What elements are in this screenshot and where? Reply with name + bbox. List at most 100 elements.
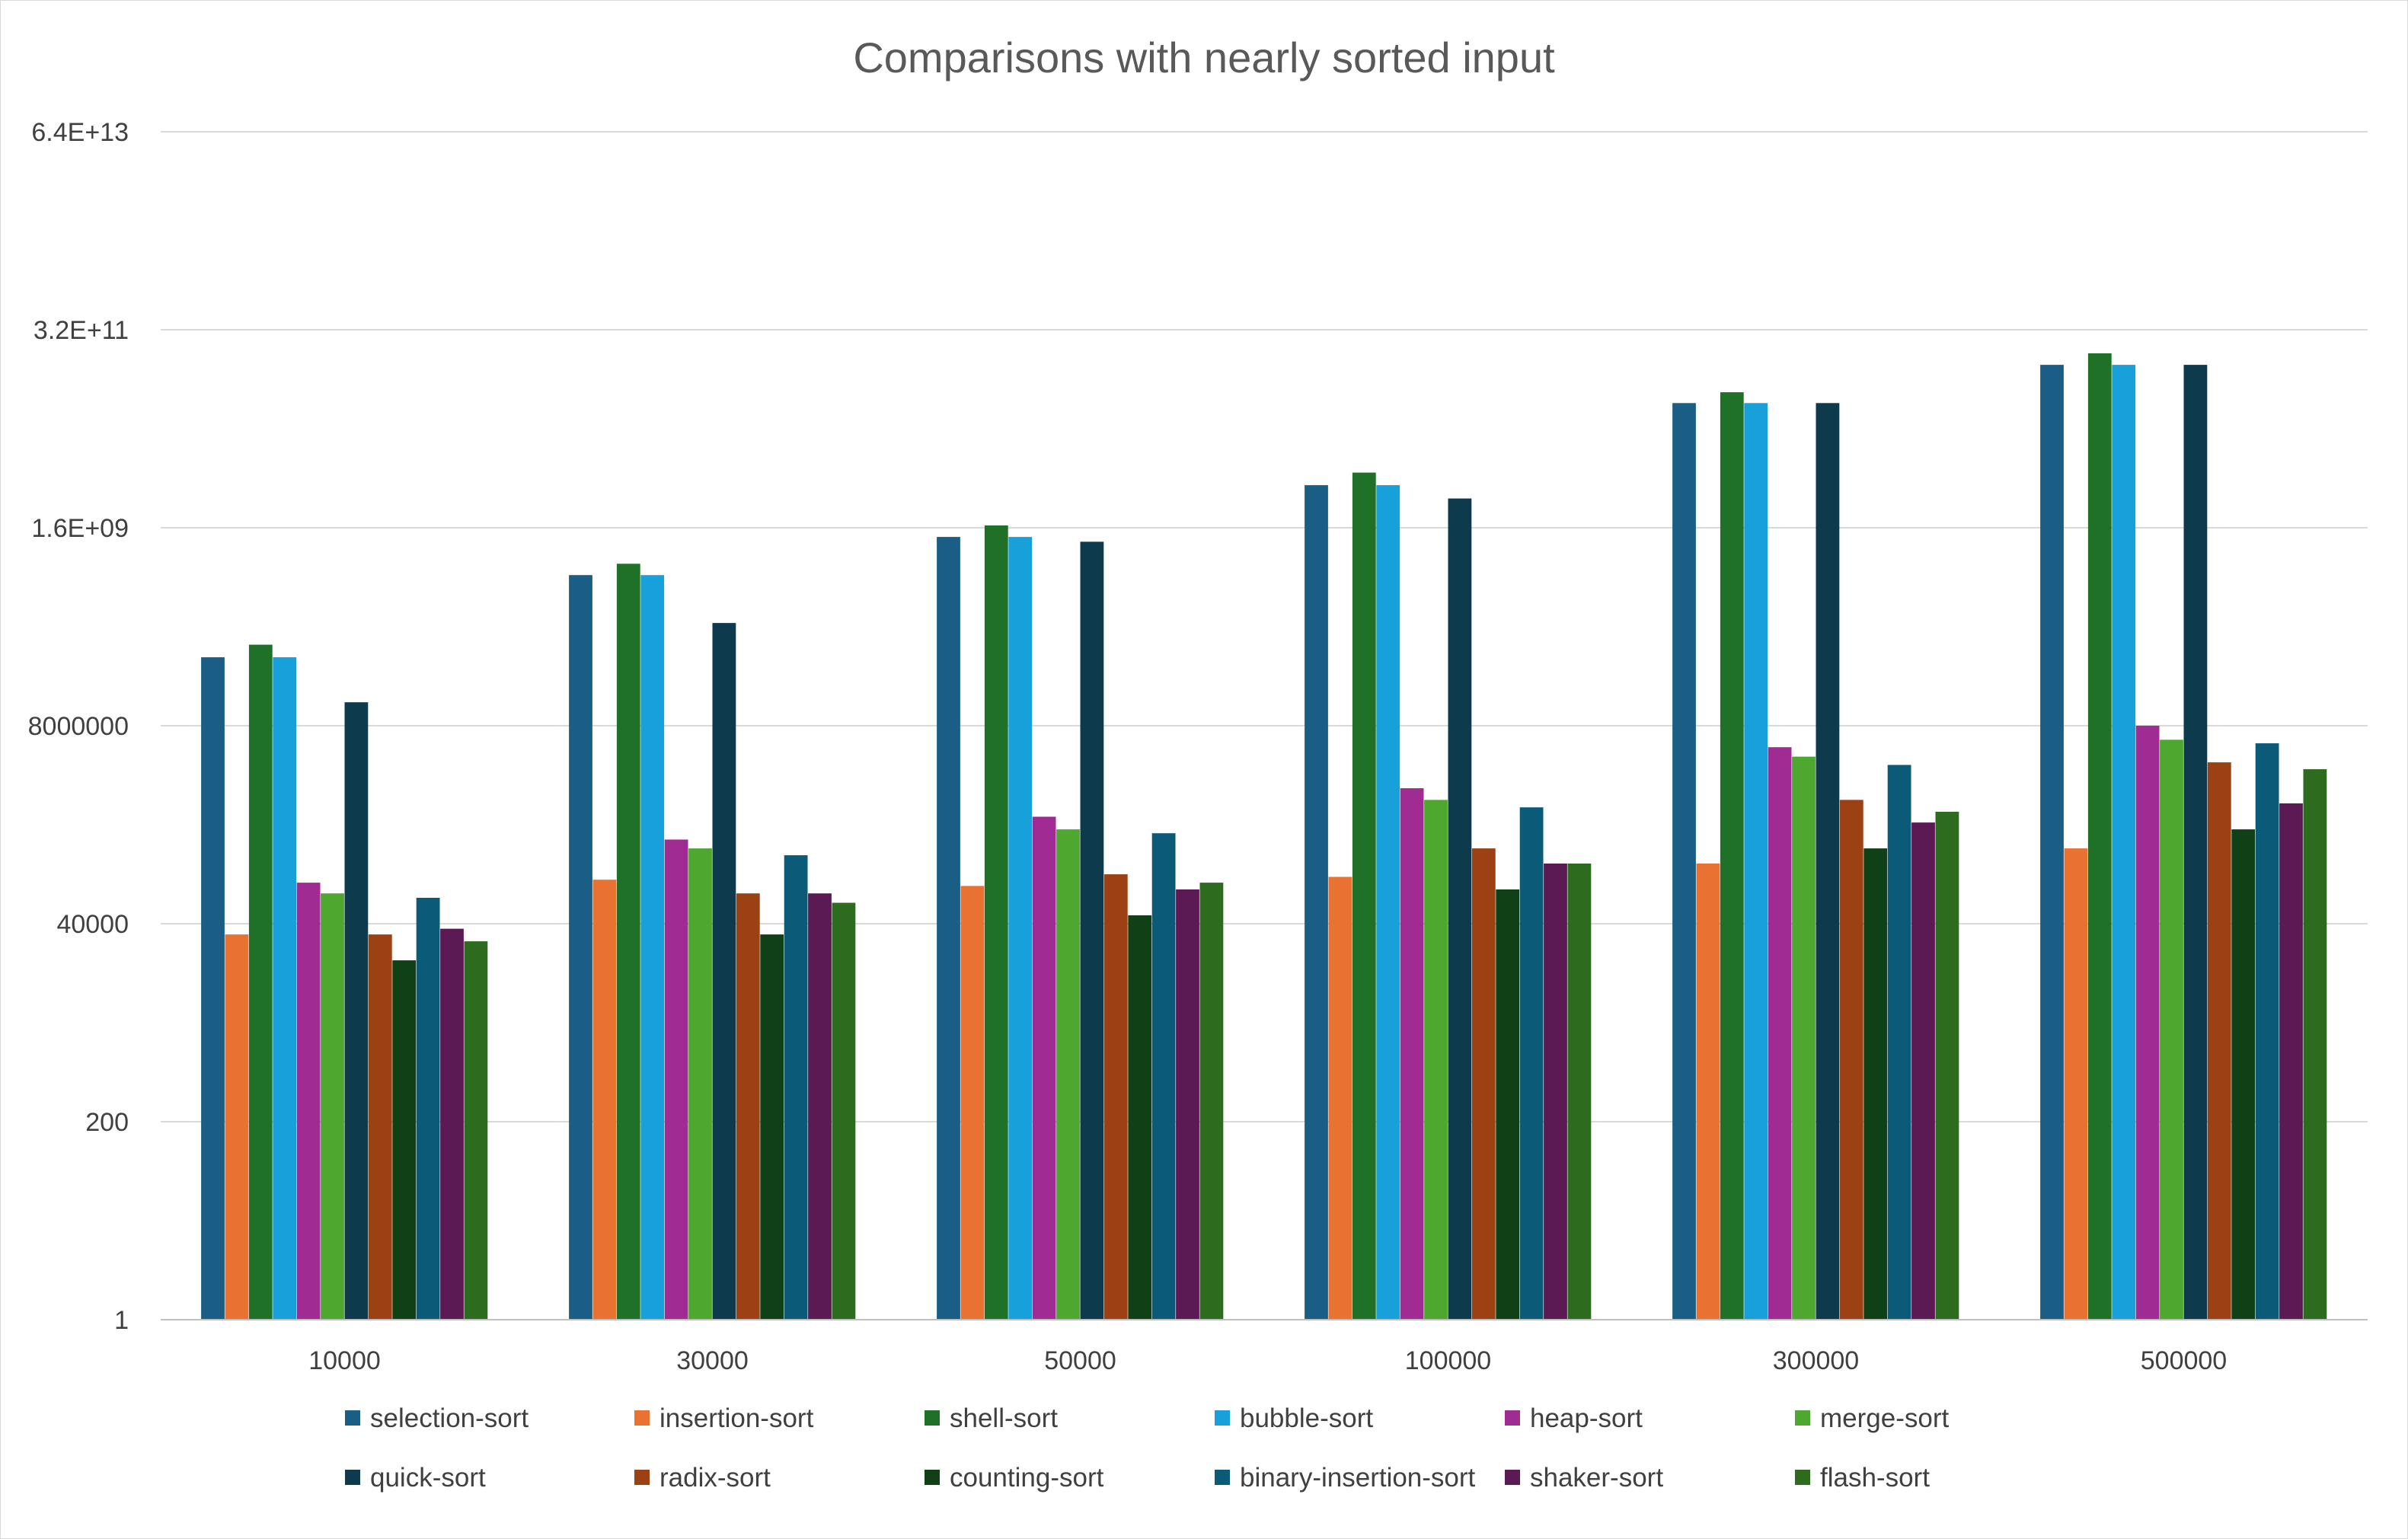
bar-radix-sort-10000 — [368, 934, 392, 1320]
chart-title: Comparisons with nearly sorted input — [853, 34, 1555, 81]
bar-bubble-sort-50000 — [1008, 537, 1033, 1320]
y-tick-label: 8000000 — [28, 712, 129, 741]
bar-heap-sort-500000 — [2135, 726, 2160, 1320]
y-axis-tick-labels: 1 200 40000 8000000 1.6E+09 3.2E+11 6.4E+13 — [28, 118, 129, 1335]
bar-bubble-sort-500000 — [2112, 365, 2136, 1320]
legend-swatch — [345, 1470, 360, 1485]
legend-label: merge-sort — [1820, 1403, 1949, 1433]
bar-selection-sort-50000 — [937, 537, 960, 1320]
legend-item-insertion-sort: insertion-sort — [634, 1403, 814, 1433]
y-tick-label: 1 — [114, 1306, 129, 1335]
legend-item-counting-sort: counting-sort — [925, 1463, 1104, 1493]
bar-shell-sort-500000 — [2087, 353, 2112, 1320]
legend-label: insertion-sort — [659, 1403, 814, 1433]
bar-merge-sort-500000 — [2160, 739, 2183, 1320]
legend-item-binary-insertion-sort: binary-insertion-sort — [1215, 1463, 1476, 1493]
legend-swatch — [925, 1470, 940, 1485]
legend-swatch — [1505, 1410, 1520, 1426]
bar-binary-insertion-sort-30000 — [784, 855, 808, 1320]
bar-insertion-sort-500000 — [2064, 848, 2088, 1320]
bar-radix-sort-100000 — [1471, 848, 1496, 1320]
bar-insertion-sort-30000 — [592, 880, 617, 1320]
legend-label: flash-sort — [1820, 1463, 1930, 1493]
bar-shaker-sort-50000 — [1176, 889, 1199, 1320]
bar-merge-sort-50000 — [1056, 829, 1080, 1320]
legend-item-radix-sort: radix-sort — [634, 1463, 771, 1493]
bar-selection-sort-100000 — [1305, 485, 1328, 1320]
legend-label: bubble-sort — [1240, 1403, 1373, 1433]
bar-selection-sort-10000 — [201, 657, 225, 1320]
bar-flash-sort-500000 — [2303, 769, 2327, 1320]
bar-quick-sort-500000 — [2183, 365, 2208, 1320]
x-axis-tick-labels: 10000 30000 50000 100000 300000 500000 — [308, 1346, 2227, 1375]
legend-label: quick-sort — [370, 1463, 486, 1493]
bar-heap-sort-10000 — [296, 883, 321, 1320]
bar-counting-sort-50000 — [1128, 915, 1152, 1320]
bar-insertion-sort-10000 — [225, 934, 249, 1320]
bar-flash-sort-30000 — [832, 902, 856, 1320]
bar-flash-sort-10000 — [464, 941, 488, 1320]
bar-binary-insertion-sort-500000 — [2255, 743, 2279, 1320]
bar-binary-insertion-sort-10000 — [416, 898, 440, 1320]
bar-heap-sort-50000 — [1032, 816, 1056, 1320]
bar-radix-sort-30000 — [736, 893, 760, 1320]
legend: selection-sort insertion-sort shell-sort bu… — [345, 1403, 1949, 1493]
legend-swatch — [925, 1410, 940, 1426]
bar-merge-sort-100000 — [1424, 800, 1448, 1320]
legend-label: selection-sort — [370, 1403, 529, 1433]
bar-selection-sort-500000 — [2040, 365, 2064, 1320]
bar-flash-sort-300000 — [1935, 812, 1959, 1320]
legend-item-merge-sort: merge-sort — [1795, 1403, 1949, 1433]
bar-radix-sort-500000 — [2207, 762, 2231, 1320]
legend-swatch — [345, 1410, 360, 1426]
bar-binary-insertion-sort-300000 — [1887, 765, 1911, 1320]
bar-shell-sort-100000 — [1352, 472, 1376, 1320]
gridlines — [161, 131, 2368, 1122]
bar-heap-sort-300000 — [1768, 747, 1792, 1320]
bar-quick-sort-300000 — [1816, 403, 1840, 1320]
legend-item-selection-sort: selection-sort — [345, 1403, 529, 1433]
legend-item-bubble-sort: bubble-sort — [1215, 1403, 1373, 1433]
y-tick-label: 200 — [85, 1108, 129, 1137]
bar-flash-sort-50000 — [1199, 883, 1224, 1320]
bar-counting-sort-500000 — [2231, 829, 2256, 1320]
y-tick-label: 3.2E+11 — [34, 316, 129, 345]
bar-bubble-sort-30000 — [640, 575, 665, 1320]
bar-heap-sort-100000 — [1400, 788, 1424, 1320]
legend-swatch — [1505, 1470, 1520, 1485]
legend-label: heap-sort — [1530, 1403, 1643, 1433]
y-tick-label: 40000 — [56, 910, 129, 939]
bar-shaker-sort-30000 — [808, 893, 832, 1320]
bar-shell-sort-50000 — [984, 525, 1008, 1320]
x-tick-label: 500000 — [2141, 1346, 2227, 1375]
bar-binary-insertion-sort-100000 — [1519, 807, 1544, 1320]
y-tick-label: 1.6E+09 — [31, 514, 129, 543]
bar-binary-insertion-sort-50000 — [1151, 833, 1176, 1320]
bar-bubble-sort-100000 — [1376, 485, 1400, 1320]
bar-shaker-sort-500000 — [2279, 803, 2303, 1320]
legend-swatch — [1795, 1410, 1810, 1426]
bar-bubble-sort-10000 — [273, 657, 297, 1320]
bar-flash-sort-100000 — [1567, 864, 1592, 1320]
bar-quick-sort-100000 — [1448, 498, 1472, 1320]
bar-shell-sort-300000 — [1720, 392, 1744, 1320]
x-tick-label: 50000 — [1044, 1346, 1116, 1375]
bar-quick-sort-10000 — [344, 702, 369, 1320]
legend-swatch — [1795, 1470, 1810, 1485]
bar-shaker-sort-100000 — [1544, 864, 1567, 1320]
legend-swatch — [1215, 1410, 1230, 1426]
x-tick-label: 30000 — [676, 1346, 749, 1375]
x-tick-label: 10000 — [308, 1346, 381, 1375]
bars — [201, 353, 2327, 1320]
bar-counting-sort-100000 — [1496, 889, 1520, 1320]
bar-shell-sort-10000 — [248, 644, 273, 1320]
bar-insertion-sort-50000 — [960, 886, 985, 1320]
bar-radix-sort-50000 — [1103, 874, 1128, 1320]
legend-swatch — [634, 1410, 650, 1426]
bar-merge-sort-10000 — [321, 893, 344, 1320]
bar-counting-sort-300000 — [1863, 848, 1888, 1320]
y-tick-label: 6.4E+13 — [31, 118, 129, 147]
bar-shaker-sort-10000 — [440, 928, 464, 1320]
bar-selection-sort-300000 — [1672, 403, 1696, 1320]
